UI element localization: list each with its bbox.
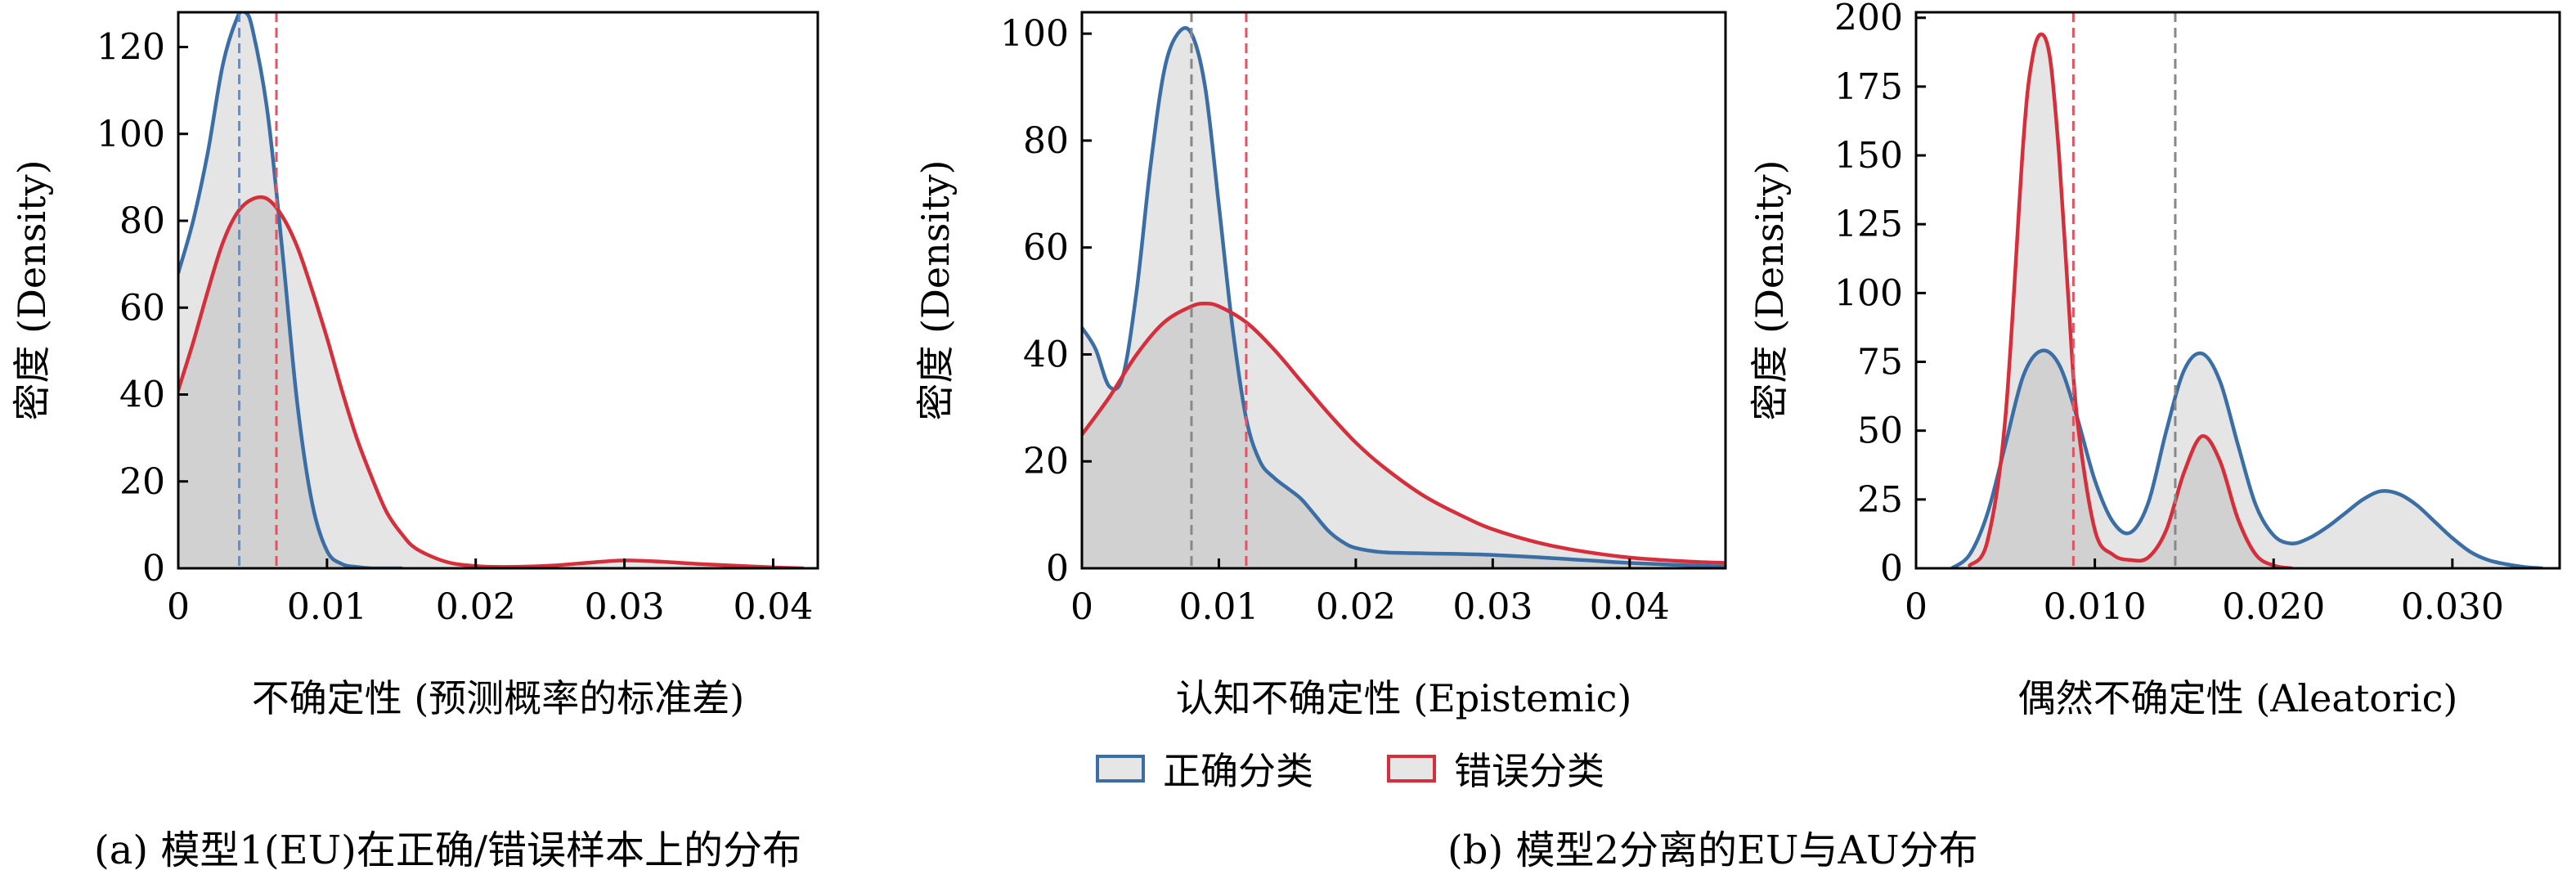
y-tick-label: 25 — [1857, 479, 1903, 521]
density-line-correct — [1082, 25, 1726, 568]
x-tick-label: 0 — [167, 586, 190, 628]
y-tick-label: 80 — [1023, 120, 1069, 162]
density-line-correct — [1950, 348, 2544, 568]
legend-swatch-correct — [1096, 755, 1145, 783]
x-tick-label: 0.01 — [1178, 586, 1259, 628]
y-tick-label: 0 — [1046, 548, 1069, 590]
density-line-error — [178, 195, 806, 568]
y-tick-label: 100 — [1834, 272, 1903, 314]
x-tick-label: 0.03 — [585, 586, 665, 628]
x-axis-label: 偶然不确定性 (Aleatoric) — [2018, 676, 2458, 720]
y-axis-label: 密度 (Density) — [1748, 159, 1792, 420]
x-tick-label: 0.02 — [1316, 586, 1396, 628]
y-tick-label: 20 — [119, 461, 165, 503]
legend-item-error: 错误分类 — [1387, 742, 1604, 796]
plot-frame — [177, 11, 819, 570]
x-tick-label: 0.020 — [2222, 586, 2325, 628]
legend-label-correct: 正确分类 — [1163, 749, 1313, 793]
x-axis-label: 不确定性 (预测概率的标准差) — [252, 676, 745, 720]
x-tick-label: 0.01 — [287, 586, 367, 628]
chart-1: 0 0.01 0.02 0.03 0.04 0 20 40 60 80 100 120 不确定性 (预测… — [10, 11, 819, 720]
y-tick-label: 0 — [142, 548, 165, 590]
y-tick-label: 175 — [1834, 66, 1903, 108]
chart-3: 0 0.010 0.020 0.030 0 25 50 75 100 125 150 175 200 偶然… — [1748, 0, 2561, 720]
x-tick-label: 0.010 — [2044, 586, 2147, 628]
chart-2: 0 0.01 0.02 0.03 0.04 0 20 40 60 80 100 认知不确定性 (Epi… — [913, 11, 1727, 720]
y-axis-label: 密度 (Density) — [10, 159, 54, 420]
legend: 正确分类 错误分类 — [1096, 740, 1604, 797]
y-tick-label: 0 — [1880, 548, 1903, 590]
y-tick-label: 120 — [96, 27, 165, 69]
legend-label-error: 错误分类 — [1454, 749, 1604, 793]
density-area-error — [1969, 34, 2292, 568]
density-area-correct — [178, 12, 402, 568]
y-tick-label: 100 — [1000, 13, 1069, 55]
x-tick-label: 0.030 — [2401, 586, 2504, 628]
x-tick-label: 0.04 — [1590, 586, 1670, 628]
density-area-error — [1082, 303, 1726, 568]
y-tick-label: 80 — [119, 200, 165, 242]
x-tick-label: 0.04 — [733, 586, 813, 628]
x-tick-label: 0.02 — [436, 586, 516, 628]
plot-frame — [1914, 11, 2561, 570]
legend-swatch-error — [1387, 755, 1436, 783]
y-tick-label: 100 — [96, 114, 165, 155]
density-area-correct — [1951, 350, 2542, 568]
y-tick-label: 60 — [119, 287, 165, 329]
y-axis-label: 密度 (Density) — [913, 159, 958, 420]
y-tick-label: 50 — [1857, 410, 1903, 452]
density-line-correct — [178, 12, 404, 568]
y-tick-label: 125 — [1834, 204, 1903, 245]
y-tick-label: 40 — [119, 374, 165, 416]
x-axis-label: 认知不确定性 (Epistemic) — [1176, 676, 1632, 720]
caption-a: (a) 模型1(EU)在正确/错误样本上的分布 — [94, 827, 801, 873]
x-tick-label: 0 — [1905, 586, 1928, 628]
y-tick-label: 75 — [1857, 342, 1903, 383]
legend-item-correct: 正确分类 — [1096, 742, 1313, 796]
y-tick-label: 40 — [1023, 334, 1069, 375]
density-area-correct — [1082, 28, 1726, 568]
caption-b: (b) 模型2分离的EU与AU分布 — [1447, 827, 1978, 873]
x-tick-label: 0.03 — [1452, 586, 1533, 628]
density-area-error — [178, 197, 803, 568]
y-tick-label: 200 — [1834, 0, 1903, 39]
plot-frame — [1080, 11, 1727, 570]
x-tick-label: 0 — [1070, 586, 1093, 628]
density-line-error — [1082, 302, 1726, 565]
y-tick-label: 150 — [1834, 135, 1903, 177]
density-line-error — [1968, 32, 2294, 568]
y-tick-label: 60 — [1023, 227, 1069, 269]
y-tick-label: 20 — [1023, 441, 1069, 482]
